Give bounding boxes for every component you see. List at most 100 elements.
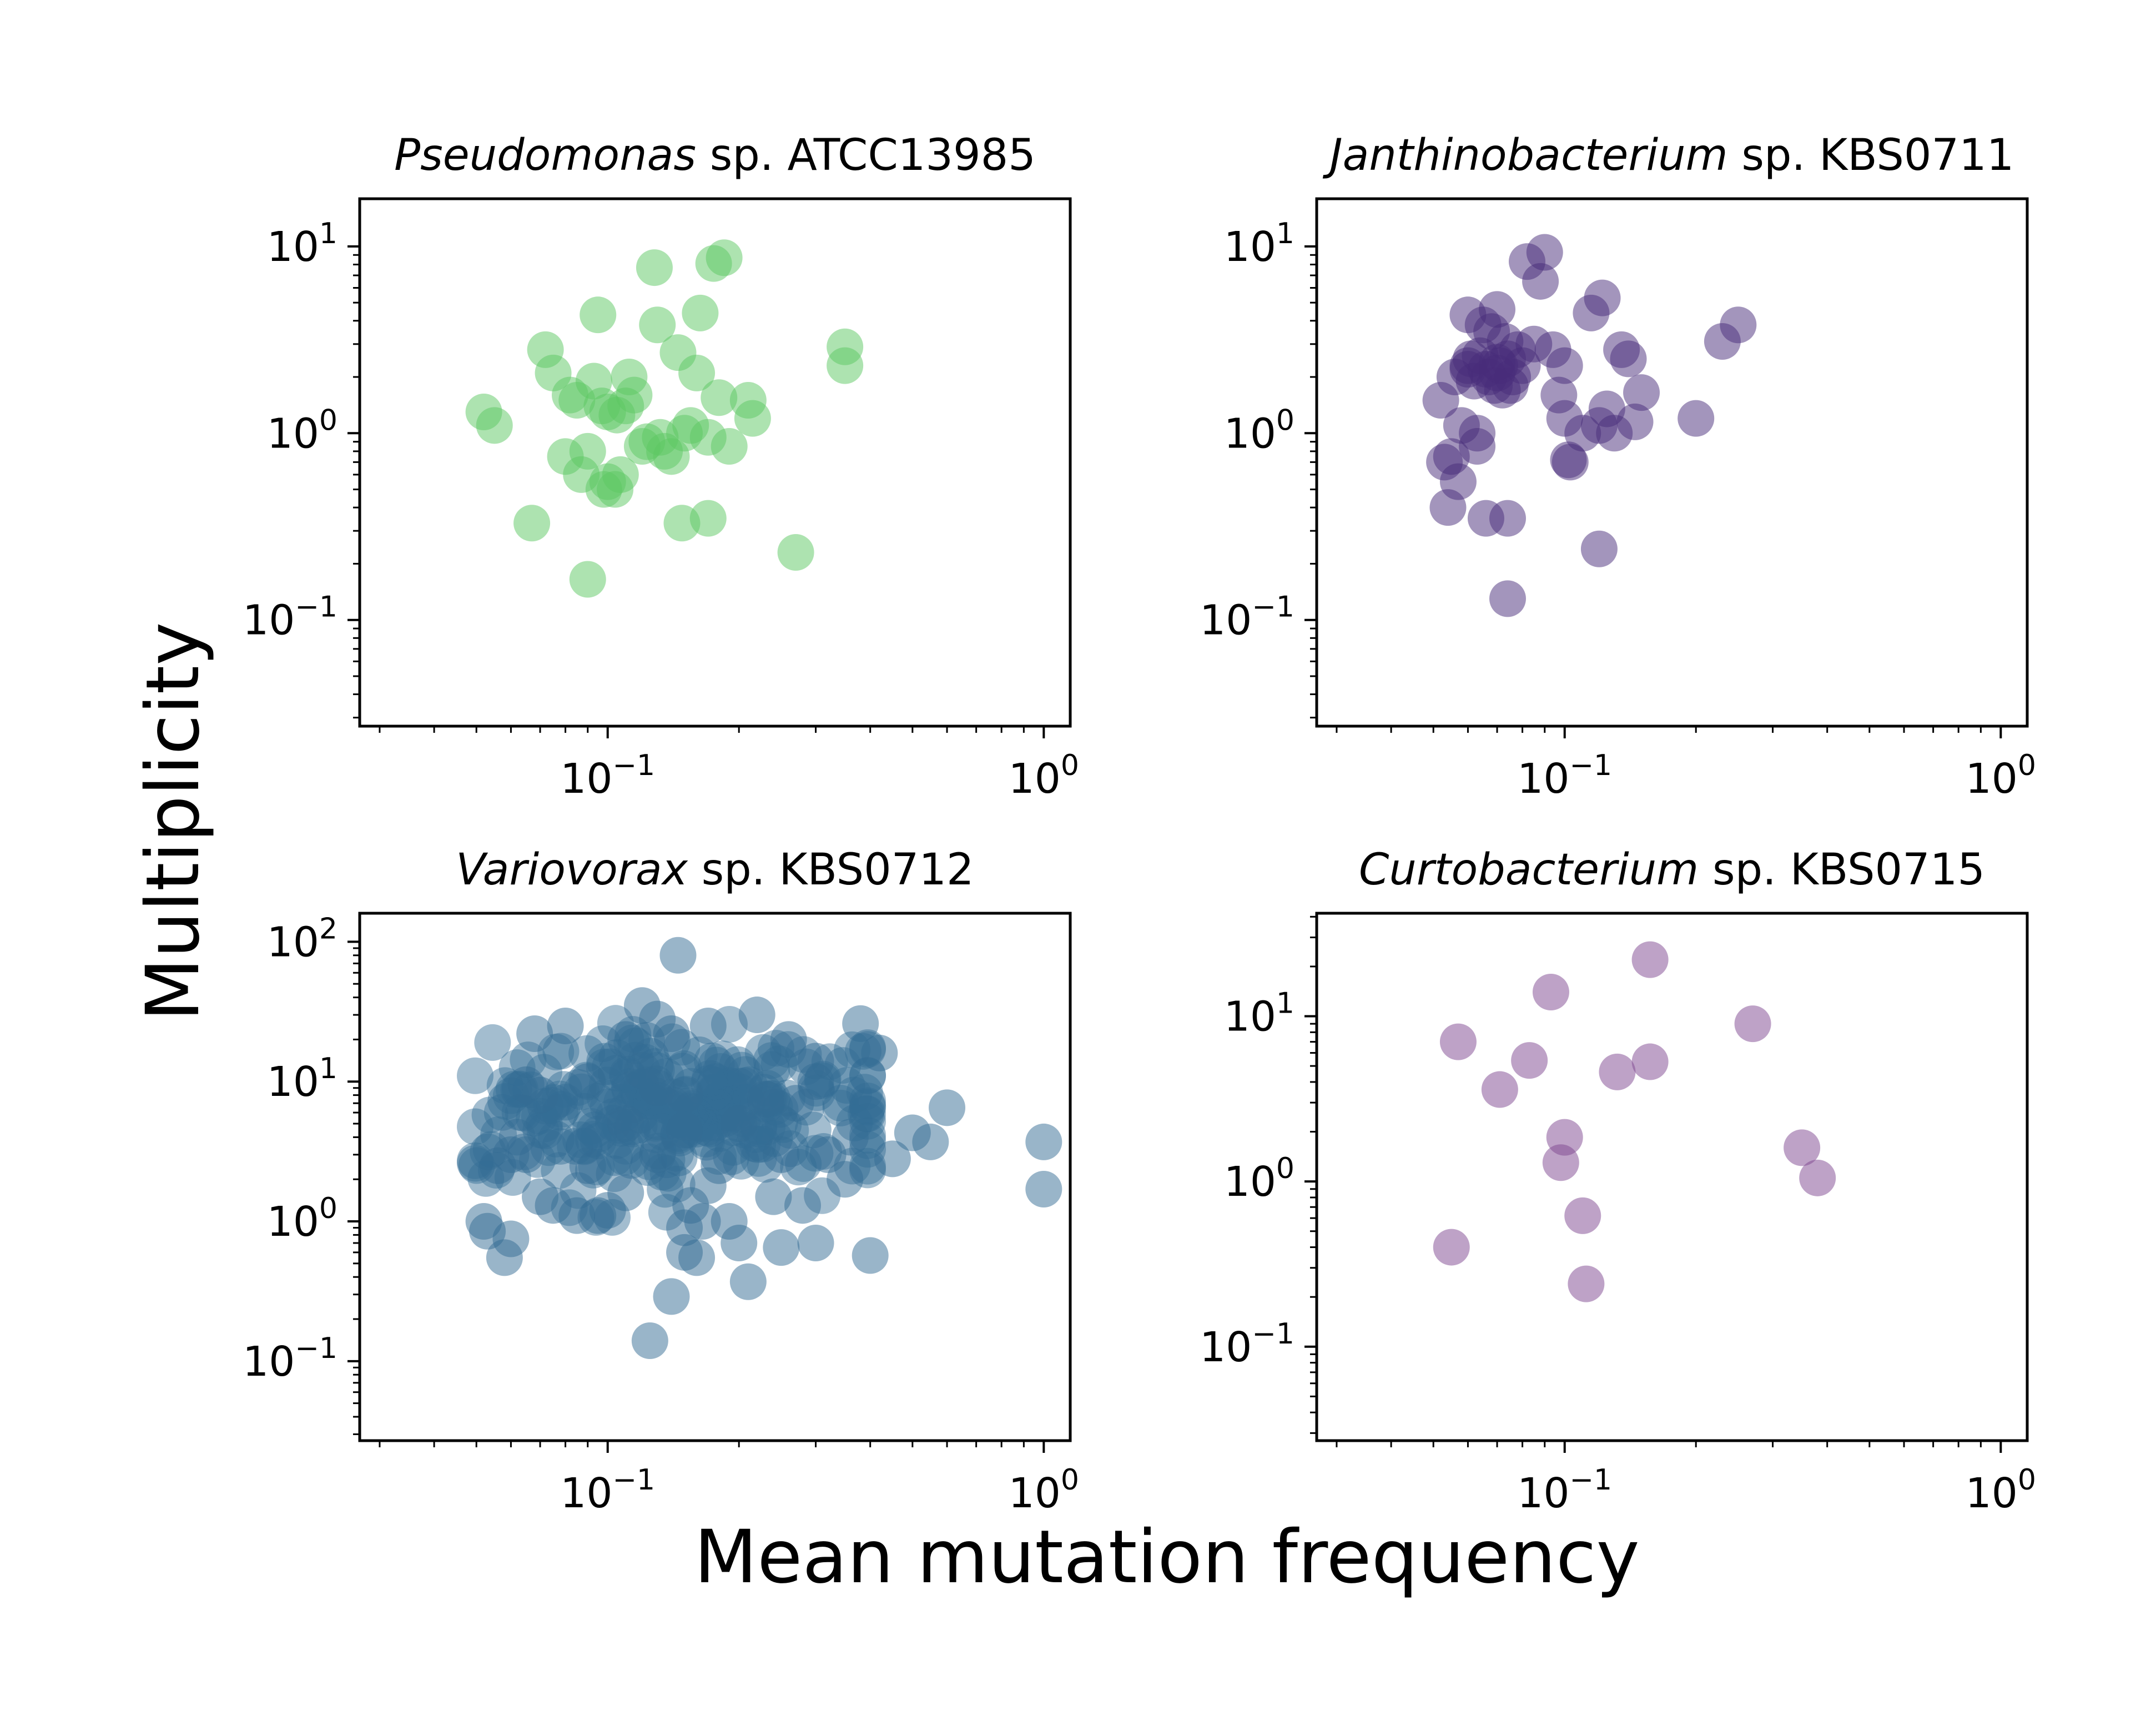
data-point <box>474 1024 511 1061</box>
panel-title: Variovorax sp. KBS0712 <box>456 845 974 895</box>
y-tick-mantissa: 10 <box>1200 1324 1252 1371</box>
data-point <box>1784 1129 1821 1166</box>
x-axis: 10−1 100 <box>1336 1441 2036 1517</box>
data-point <box>1631 1043 1669 1080</box>
y-tick-exponent: −1 <box>1252 1317 1294 1351</box>
data-point <box>541 1152 578 1189</box>
data-point <box>606 1139 643 1176</box>
data-point <box>636 249 673 286</box>
data-point <box>696 1073 733 1110</box>
panel-3: Variovorax sp. KBS0712 10−1 10 0 10−1 10 0 101 1… <box>243 845 1079 1517</box>
data-point <box>1025 1170 1062 1207</box>
y-tick-label: 101 <box>267 1052 337 1106</box>
data-point <box>827 347 864 384</box>
data-point <box>734 400 771 437</box>
x-tick-label: 100 <box>1009 749 1079 803</box>
y-tick-mantissa: 10 <box>267 918 319 966</box>
data-point <box>681 1036 718 1073</box>
x-tick-exponent: −1 <box>612 1463 655 1497</box>
data-point <box>653 1015 690 1052</box>
data-point <box>912 1123 949 1160</box>
x-tick-mantissa: 10 <box>1966 1470 2018 1517</box>
x-tick-mantissa: 10 <box>1517 755 1569 803</box>
data-point <box>711 428 748 465</box>
y-tick-mantissa: 10 <box>267 1058 319 1106</box>
x-tick-exponent: 0 <box>1061 1463 1079 1497</box>
data-point <box>1449 351 1487 388</box>
y-tick-label: 10−1 <box>1200 591 1294 645</box>
data-point <box>623 1052 661 1089</box>
data-point <box>1526 234 1563 271</box>
data-point <box>827 1161 864 1198</box>
y-tick-label: 10−1 <box>1200 1317 1294 1371</box>
panel-title-genus: Janthinobacterium <box>1323 130 1728 180</box>
y-tick-exponent: 1 <box>319 217 337 250</box>
data-point <box>719 1046 756 1083</box>
data-point <box>547 1008 584 1045</box>
data-point <box>753 1051 790 1088</box>
data-point <box>572 1108 609 1145</box>
x-tick-mantissa: 10 <box>1517 1470 1569 1517</box>
y-tick-mantissa: 10 <box>243 597 295 645</box>
panel-title-strain: sp. ATCC13985 <box>696 130 1036 180</box>
y-tick-exponent: 1 <box>1276 217 1294 250</box>
y-tick-label: 100 <box>1224 1152 1294 1206</box>
x-tick-exponent: 0 <box>2018 749 2036 782</box>
data-point <box>697 1063 734 1100</box>
data-point <box>666 1076 703 1114</box>
y-tick-exponent: 0 <box>1276 1152 1294 1185</box>
data-point <box>784 1187 822 1224</box>
data-point <box>569 1063 606 1100</box>
x-tick-label: 10−1 <box>1517 749 1612 803</box>
data-point <box>516 1015 553 1052</box>
y-tick-label: 101 <box>1224 987 1294 1040</box>
y-tick-label: 10−1 <box>243 1332 337 1386</box>
data-point <box>569 561 606 598</box>
data-point <box>797 1225 834 1262</box>
data-point <box>693 1098 730 1135</box>
data-point <box>602 456 639 493</box>
data-point <box>1511 1042 1548 1079</box>
x-tick-label: 10−1 <box>1517 1463 1612 1517</box>
data-point <box>1568 1265 1605 1302</box>
data-point <box>822 1085 859 1122</box>
data-point <box>639 1136 676 1173</box>
data-point <box>763 1229 800 1266</box>
data-point <box>1799 1159 1836 1196</box>
data-point <box>526 1105 563 1143</box>
data-point <box>689 500 727 537</box>
y-tick-exponent: 0 <box>1276 404 1294 437</box>
data-point <box>721 1105 758 1143</box>
axes-frame <box>358 912 1072 1442</box>
panel-title-genus: Pseudomonas <box>394 130 696 180</box>
y-tick-exponent: 2 <box>319 912 337 945</box>
data-point <box>832 1119 869 1156</box>
y-tick-exponent: 0 <box>319 1192 337 1225</box>
data-point <box>777 534 814 571</box>
data-point <box>607 1174 644 1211</box>
y-tick-mantissa: 10 <box>1224 223 1276 271</box>
y-tick-mantissa: 10 <box>267 410 319 457</box>
y-tick-exponent: −1 <box>1252 591 1294 624</box>
x-tick-label: 10−1 <box>560 1463 655 1517</box>
x-tick-exponent: −1 <box>612 749 655 782</box>
x-tick-label: 100 <box>1966 749 2036 803</box>
y-tick-label: 102 <box>267 912 337 966</box>
data-point <box>1025 1123 1062 1160</box>
data-point <box>861 1034 898 1071</box>
x-axis: 10−1 100 <box>1336 726 2036 803</box>
data-point <box>1678 400 1715 437</box>
y-tick-label: 10−1 <box>243 591 337 645</box>
y-tick-mantissa: 10 <box>1224 993 1276 1040</box>
data-point <box>849 1089 886 1126</box>
data-point <box>1610 340 1647 378</box>
data-point <box>828 1067 865 1104</box>
x-tick-mantissa: 10 <box>560 755 612 803</box>
data-point <box>569 1147 606 1184</box>
y-tick-exponent: 0 <box>319 404 337 437</box>
data-point <box>1489 500 1526 537</box>
